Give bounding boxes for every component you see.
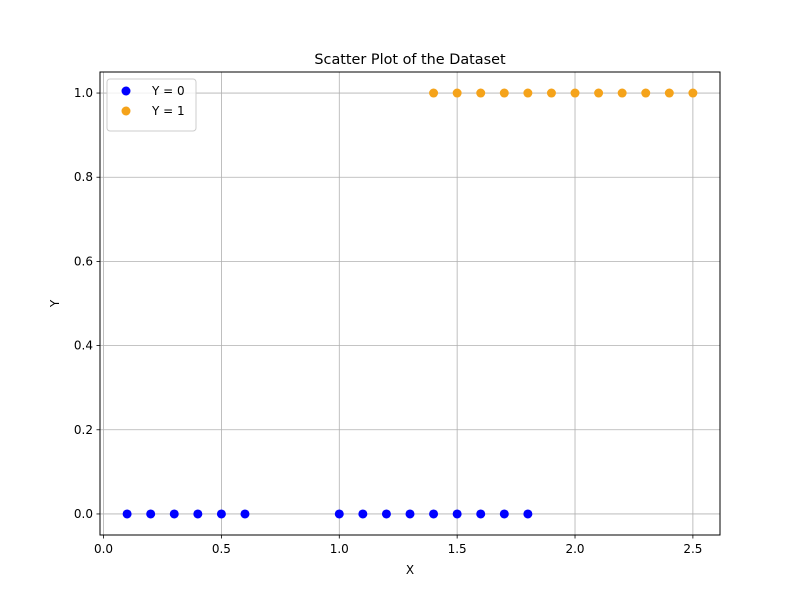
data-point-y0 <box>216 509 226 519</box>
data-point-y1 <box>594 88 604 98</box>
data-point-y1 <box>546 88 556 98</box>
data-point-y0 <box>523 509 533 519</box>
y-tick-label: 0.4 <box>74 339 93 353</box>
y-tick-label: 0.6 <box>74 254 93 268</box>
data-point-y0 <box>499 509 509 519</box>
x-tick-label: 1.5 <box>448 542 467 556</box>
data-point-y0 <box>169 509 179 519</box>
data-point-y0 <box>381 509 391 519</box>
chart-title: Scatter Plot of the Dataset <box>314 52 506 68</box>
data-point-y0 <box>476 509 486 519</box>
data-point-y1 <box>452 88 462 98</box>
x-axis-label: X <box>406 563 414 577</box>
data-point-y1 <box>523 88 533 98</box>
plot-frame <box>99 71 721 536</box>
legend: Y = 0 Y = 1 <box>106 78 197 132</box>
data-point-y0 <box>122 509 132 519</box>
x-tick-label: 1.0 <box>330 542 349 556</box>
y-tick-label: 0.2 <box>74 423 93 437</box>
x-tick-label: 2.5 <box>683 542 702 556</box>
data-point-y1 <box>429 88 439 98</box>
data-point-y0 <box>358 509 368 519</box>
data-point-y0 <box>193 509 203 519</box>
data-point-y1 <box>641 88 651 98</box>
x-tick-label: 0.0 <box>94 542 113 556</box>
ticks: 0.0 0.5 1.0 1.5 2.0 2.5 0.0 0.2 0.4 0.6 0.8 1.0 <box>74 86 703 556</box>
data-point-y0 <box>146 509 156 519</box>
x-tick-label: 2.0 <box>565 542 584 556</box>
legend-label: Y = 0 <box>151 84 185 98</box>
y-tick-label: 0.8 <box>74 170 93 184</box>
legend-marker <box>121 86 131 96</box>
data-points <box>122 88 698 519</box>
data-point-y0 <box>452 509 462 519</box>
x-tick-label: 0.5 <box>212 542 231 556</box>
legend-label: Y = 1 <box>151 104 185 118</box>
data-point-y0 <box>405 509 415 519</box>
data-point-y1 <box>570 88 580 98</box>
data-point-y0 <box>429 509 439 519</box>
data-point-y0 <box>240 509 250 519</box>
data-point-y1 <box>664 88 674 98</box>
y-tick-label: 0.0 <box>74 507 93 521</box>
y-tick-label: 1.0 <box>74 86 93 100</box>
data-point-y0 <box>334 509 344 519</box>
data-point-y1 <box>688 88 698 98</box>
data-point-y1 <box>476 88 486 98</box>
data-point-y1 <box>499 88 509 98</box>
grid <box>100 72 720 535</box>
y-axis-label: Y <box>48 299 62 308</box>
data-point-y1 <box>617 88 627 98</box>
legend-marker <box>121 106 131 116</box>
